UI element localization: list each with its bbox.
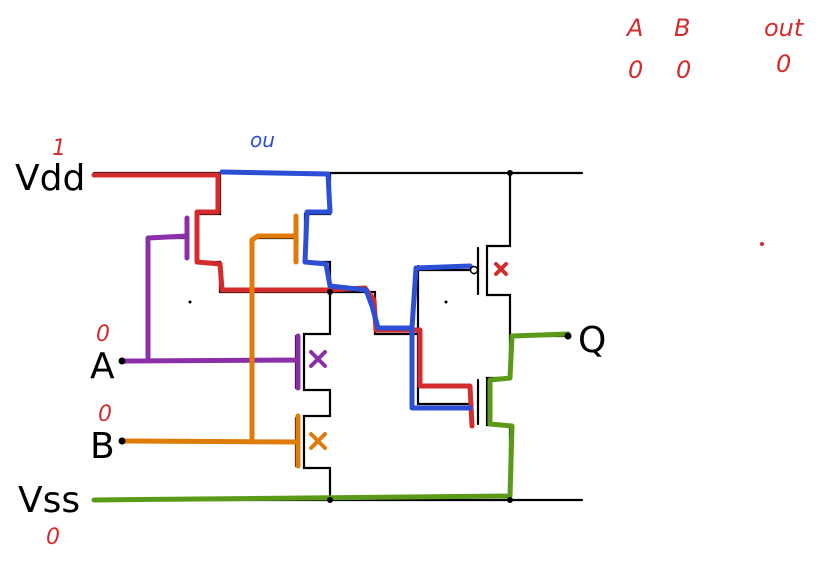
nmos-b-off-mark (309, 432, 327, 450)
stray-dot-2 (444, 300, 448, 304)
input-b-wire (119, 213, 301, 469)
junction-vdd-right (507, 170, 513, 176)
truth-row-out: 0 (776, 50, 791, 78)
input-a-wire (119, 215, 301, 391)
terminal-q (564, 332, 572, 340)
input-b-label: B (90, 426, 115, 467)
terminal-a (118, 357, 126, 365)
terminals (118, 170, 764, 503)
nmos-a-off-mark (309, 350, 327, 368)
terminal-b (118, 437, 126, 445)
ground-highlight-path (91, 331, 571, 503)
junction-nand-out (327, 289, 333, 295)
nmos-a (294, 290, 332, 392)
stray-dot-1 (188, 300, 192, 304)
junction-vss-right (507, 497, 513, 503)
vss-label: Vss (18, 480, 80, 521)
off-marks (309, 262, 508, 450)
junction-vss-center (327, 497, 333, 503)
inverter-nmos (476, 334, 512, 502)
vss-value-annotation: 0 (46, 525, 60, 550)
output-q-label: Q (578, 320, 606, 361)
a-value-annotation: 0 (96, 322, 110, 347)
vdd-value-annotation: 1 (52, 136, 66, 161)
inverter-pmos-off-mark (494, 262, 508, 276)
vdd-label: Vdd (15, 158, 85, 199)
inverter-gate (416, 264, 472, 406)
truth-header-out: out (764, 14, 805, 42)
truth-header-a: A (625, 14, 643, 42)
truth-table: A B out 0 0 0 (625, 14, 805, 84)
blue-highlight-branch (409, 327, 473, 411)
blue-highlight-path (219, 169, 477, 331)
inverter-pmos (476, 171, 512, 338)
truth-row-a: 0 (628, 56, 643, 84)
stray-dot-3 (760, 242, 764, 246)
b-value-annotation: 0 (98, 402, 112, 427)
truth-row-b: 0 (676, 56, 691, 84)
truth-header-b: B (674, 14, 690, 42)
top-wire-note: ou (250, 128, 275, 152)
inverter-pmos-bubble (469, 265, 479, 275)
input-a-label: A (90, 346, 115, 387)
